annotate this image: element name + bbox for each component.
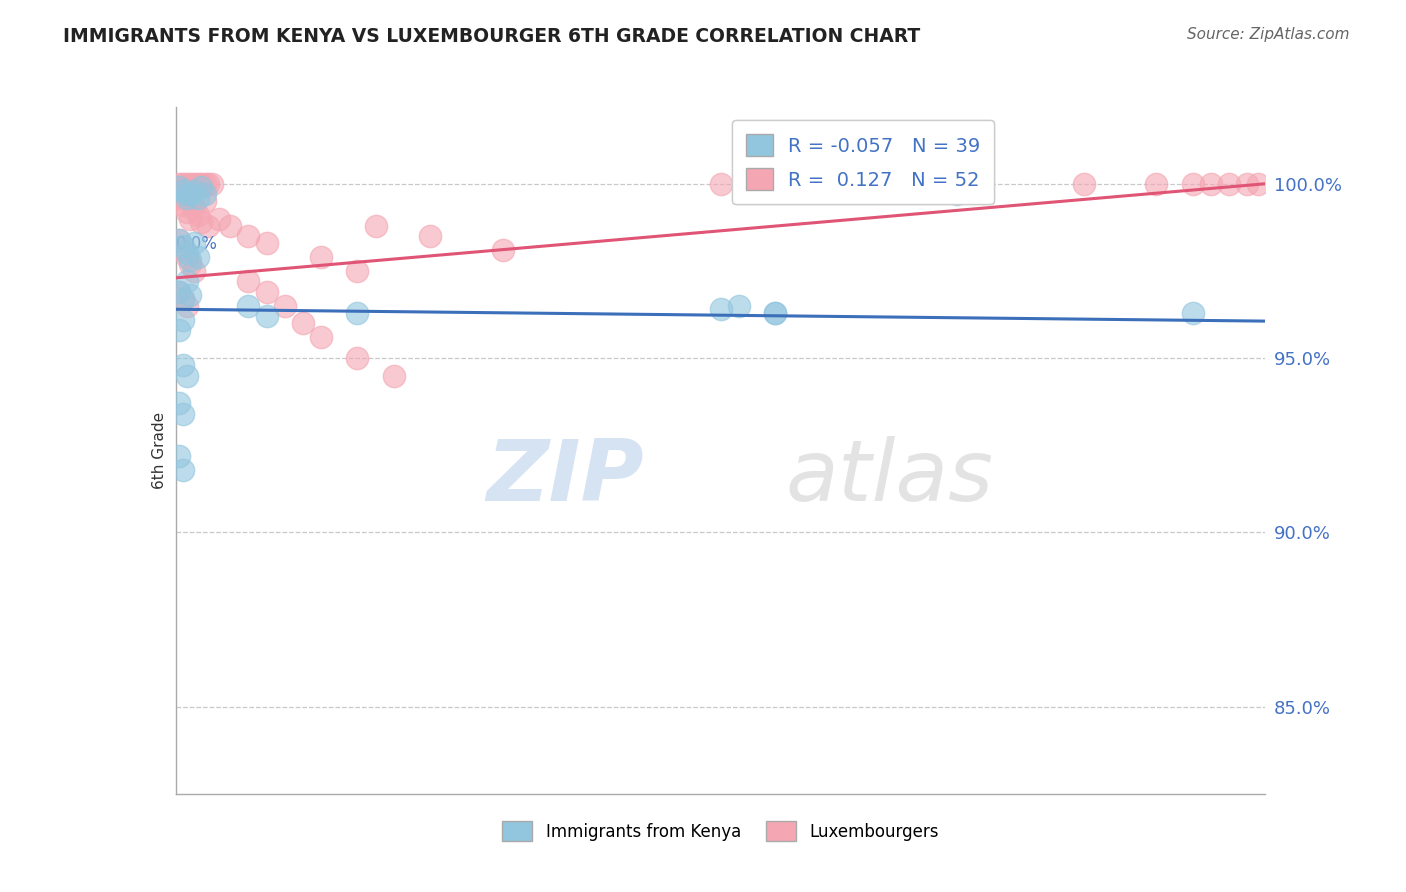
Point	[197, 177, 219, 191]
Point	[183, 184, 205, 198]
Point	[172, 312, 194, 326]
Point	[346, 306, 368, 320]
Point	[172, 184, 194, 198]
Point	[1073, 177, 1095, 191]
Point	[1199, 177, 1222, 191]
Point	[256, 310, 278, 324]
Point	[186, 208, 209, 222]
Point	[763, 306, 786, 320]
Point	[1181, 306, 1204, 320]
Point	[186, 191, 209, 205]
Point	[179, 257, 201, 271]
Point	[945, 187, 967, 202]
Point	[382, 368, 405, 383]
Point	[172, 243, 194, 257]
Point	[194, 177, 217, 191]
Point	[172, 358, 194, 372]
Point	[190, 215, 212, 229]
Point	[176, 274, 198, 288]
Point	[891, 177, 914, 191]
Point	[186, 250, 209, 264]
Point	[179, 288, 201, 302]
Point	[169, 233, 191, 247]
Point	[172, 292, 194, 306]
Point	[179, 187, 201, 202]
Point	[172, 407, 194, 421]
Point	[169, 177, 191, 191]
Point	[291, 316, 314, 330]
Point	[176, 204, 198, 219]
Point	[169, 285, 191, 299]
Point	[183, 235, 205, 250]
Point	[172, 292, 194, 306]
Point	[710, 177, 733, 191]
Point	[176, 368, 198, 383]
Point	[419, 229, 441, 244]
Point	[179, 253, 201, 268]
Point	[172, 462, 194, 476]
Point	[176, 191, 198, 205]
Text: atlas: atlas	[786, 436, 994, 519]
Point	[492, 243, 515, 257]
Point	[194, 194, 217, 209]
Point	[309, 250, 332, 264]
Point	[179, 177, 201, 191]
Point	[169, 180, 191, 194]
Point	[194, 187, 217, 202]
Point	[186, 177, 209, 191]
Point	[1218, 177, 1240, 191]
Point	[169, 323, 191, 337]
Point	[346, 264, 368, 278]
Point	[891, 184, 914, 198]
Point	[176, 177, 198, 191]
Point	[710, 302, 733, 317]
Point	[176, 187, 198, 202]
Point	[179, 211, 201, 226]
Point	[176, 299, 198, 313]
Point	[201, 177, 224, 191]
Point	[183, 264, 205, 278]
Point	[364, 219, 387, 233]
Text: 0.0%: 0.0%	[176, 235, 218, 253]
Point	[238, 299, 260, 313]
Point	[818, 180, 841, 194]
Point	[238, 274, 260, 288]
Point	[727, 299, 749, 313]
Text: ZIP: ZIP	[486, 436, 644, 519]
Point	[172, 239, 194, 253]
Point	[183, 177, 205, 191]
Point	[274, 299, 297, 313]
Point	[197, 219, 219, 233]
Point	[256, 235, 278, 250]
Point	[190, 177, 212, 191]
Point	[176, 250, 198, 264]
Point	[169, 449, 191, 463]
Point	[208, 211, 231, 226]
Point	[1181, 177, 1204, 191]
Point	[1146, 177, 1168, 191]
Text: Source: ZipAtlas.com: Source: ZipAtlas.com	[1187, 27, 1350, 42]
Point	[176, 246, 198, 260]
Point	[172, 197, 194, 211]
Point	[309, 330, 332, 344]
Point	[169, 233, 191, 247]
Point	[172, 177, 194, 191]
Point	[1247, 177, 1270, 191]
Point	[169, 396, 191, 410]
Point	[256, 285, 278, 299]
Point	[763, 306, 786, 320]
Point	[183, 201, 205, 215]
Point	[346, 351, 368, 365]
Point	[169, 191, 191, 205]
Point	[190, 180, 212, 194]
Point	[1236, 177, 1258, 191]
Point	[219, 219, 242, 233]
Point	[238, 229, 260, 244]
Text: IMMIGRANTS FROM KENYA VS LUXEMBOURGER 6TH GRADE CORRELATION CHART: IMMIGRANTS FROM KENYA VS LUXEMBOURGER 6T…	[63, 27, 921, 45]
Y-axis label: 6th Grade: 6th Grade	[152, 412, 167, 489]
Legend: R = -0.057   N = 39, R =  0.127   N = 52: R = -0.057 N = 39, R = 0.127 N = 52	[733, 120, 994, 204]
Point	[169, 285, 191, 299]
